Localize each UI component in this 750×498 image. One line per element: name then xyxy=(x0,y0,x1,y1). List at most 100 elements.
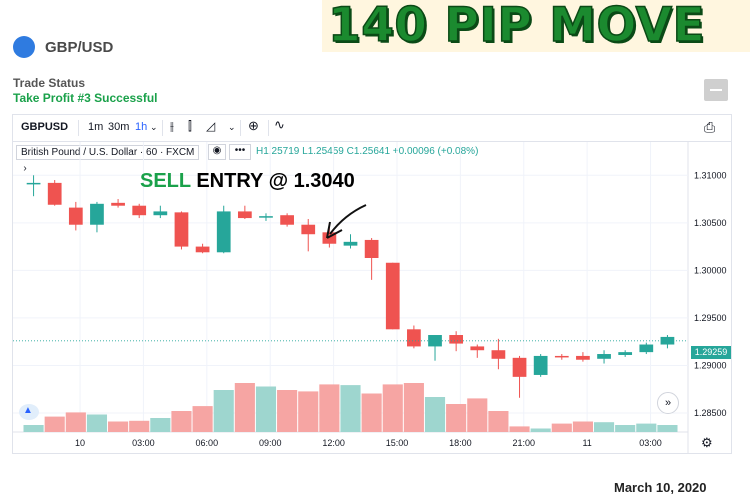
candle-body xyxy=(364,239,379,258)
y-tick-label: 1.29000 xyxy=(694,360,727,370)
x-tick-label: 15:00 xyxy=(386,438,409,448)
minimize-button[interactable] xyxy=(704,79,728,101)
volume-bar xyxy=(255,386,277,432)
x-tick-label: 18:00 xyxy=(449,438,472,448)
toolbar-divider xyxy=(240,120,241,136)
candle-body xyxy=(111,202,125,206)
y-tick-label: 1.31000 xyxy=(694,170,727,180)
x-tick-label: 03:00 xyxy=(639,438,662,448)
candle-body xyxy=(554,355,569,358)
candle-body xyxy=(407,329,421,347)
chart-widget xyxy=(12,114,732,454)
volume-bar xyxy=(446,404,467,432)
volume-bar xyxy=(424,397,446,432)
indicators-icon[interactable]: ∿ xyxy=(274,117,285,132)
chevron-right-icon[interactable]: › xyxy=(23,163,27,174)
x-tick-label: 11 xyxy=(582,438,591,448)
candle-body xyxy=(195,246,210,253)
volume-bar xyxy=(298,391,319,432)
volume-bar xyxy=(213,390,234,432)
candle-body xyxy=(491,350,506,359)
y-tick-label: 1.30000 xyxy=(694,265,727,275)
ohlc-values: H1.25719 L1.25459 C1.25641 +0.00096 (+0.… xyxy=(256,146,479,157)
volume-bar xyxy=(340,385,361,432)
candle-body xyxy=(385,262,400,330)
headline-text: 140 PIP MOVE xyxy=(327,0,706,54)
candle-body xyxy=(132,205,147,216)
toolbar-divider xyxy=(162,120,163,136)
volume-bar xyxy=(593,422,615,432)
volume-bar xyxy=(530,428,551,432)
candle-body xyxy=(237,211,252,219)
camera-icon[interactable]: ⎙ xyxy=(704,119,716,135)
arrow-head xyxy=(326,221,343,239)
candle-body xyxy=(153,211,168,216)
volume-bar xyxy=(572,421,593,432)
candle-body xyxy=(343,241,358,246)
candle-body xyxy=(26,182,41,185)
volume-bar xyxy=(319,384,340,432)
candle-body xyxy=(280,215,294,225)
legend-title[interactable]: British Pound / U.S. Dollar · 60 · FXCM xyxy=(16,145,200,160)
candle-body xyxy=(576,355,590,360)
footer-date: March 10, 2020 xyxy=(614,480,707,495)
x-tick-label: 03:00 xyxy=(132,438,155,448)
chart-toolbar: GBPUSD 1m 30m 1h ⌄ ⫲ ⫿ ◿ ⌄ ⊕ ∿ xyxy=(12,114,732,142)
candle-body xyxy=(90,203,104,225)
arrow-line xyxy=(329,204,367,235)
y-tick-label: 1.29500 xyxy=(694,313,727,323)
volume-bar xyxy=(382,384,403,432)
area-icon[interactable]: ◿ xyxy=(206,119,216,133)
trade-status-label: Trade Status xyxy=(13,76,86,90)
candle-body xyxy=(597,354,611,359)
interval-1m[interactable]: 1m xyxy=(88,121,104,133)
scroll-to-realtime-button[interactable]: » xyxy=(657,392,679,414)
y-tick-label: 1.28500 xyxy=(694,408,727,418)
symbol-search[interactable]: GBPUSD xyxy=(21,121,69,133)
volume-bar xyxy=(86,414,108,432)
chevron-down-icon[interactable]: ⌄ xyxy=(150,122,158,132)
candles-icon[interactable]: ⫿ xyxy=(188,119,192,133)
chevron-down-icon[interactable]: ⌄ xyxy=(228,122,236,132)
candle-body xyxy=(512,357,527,377)
volume-bar xyxy=(234,383,255,432)
plus-circle-icon[interactable]: ⊕ xyxy=(248,118,259,133)
x-tick-label: 06:00 xyxy=(196,438,219,448)
x-tick-label: 09:00 xyxy=(259,438,282,448)
y-tick-label: 1.30500 xyxy=(694,218,727,228)
gear-icon[interactable]: ⚙ xyxy=(701,435,713,450)
candle-body xyxy=(618,352,633,355)
bars-icon[interactable]: ⫲ xyxy=(170,119,174,133)
volume-bar xyxy=(636,423,657,432)
candle-body xyxy=(174,212,189,247)
candle-body xyxy=(68,207,83,225)
sell-entry-annotation: SELL ENTRY @ 1.3040 xyxy=(140,170,355,193)
volume-bar xyxy=(615,425,636,432)
sell-label: SELL xyxy=(140,170,191,192)
tradingview-logo[interactable] xyxy=(19,404,39,420)
candle-body xyxy=(47,182,62,205)
eye-icon[interactable]: ◉ xyxy=(208,144,226,160)
last-price-tag: 1.29259 xyxy=(691,346,731,359)
x-tick-label: 21:00 xyxy=(512,438,535,448)
more-icon[interactable]: ••• xyxy=(229,144,251,160)
candle-body xyxy=(470,346,485,351)
volume-bar xyxy=(171,411,192,432)
volume-bar xyxy=(361,393,382,432)
x-tick-label: 10 xyxy=(75,438,85,448)
interval-1h[interactable]: 1h xyxy=(135,121,148,133)
candle-body xyxy=(322,232,337,244)
candle-body xyxy=(428,335,442,347)
volume-bar xyxy=(129,420,150,432)
volume-bar xyxy=(551,423,572,432)
x-tick-label: 12:00 xyxy=(322,438,345,448)
candle-body xyxy=(533,355,548,375)
volume-bar xyxy=(467,398,488,432)
candle-body xyxy=(259,216,273,218)
volume-bar xyxy=(150,418,171,432)
interval-30m[interactable]: 30m xyxy=(108,121,130,133)
volume-bar xyxy=(509,426,530,432)
candle-body xyxy=(216,211,231,253)
volume-bar xyxy=(23,425,44,432)
